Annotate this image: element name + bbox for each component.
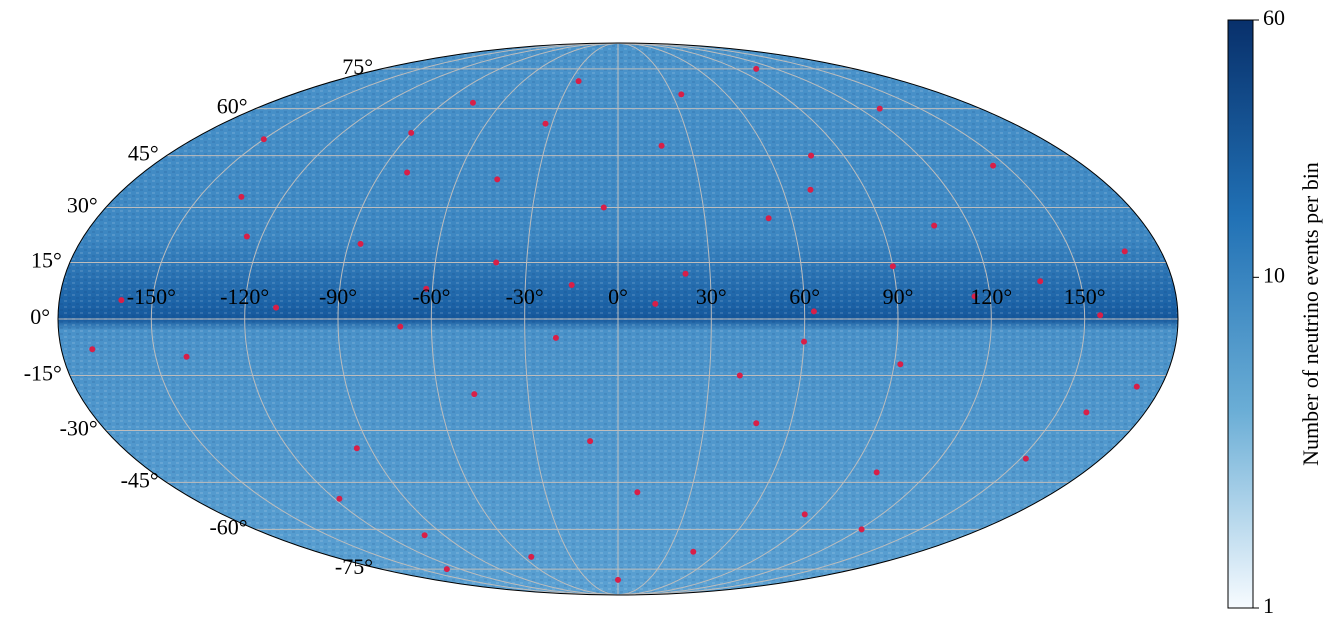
y-tick-label: 45° <box>128 141 159 166</box>
grid-line <box>337 43 619 595</box>
event-point <box>931 222 938 229</box>
map-border <box>57 42 1179 596</box>
event-point <box>568 282 575 289</box>
y-tick-label: 75° <box>342 54 373 79</box>
colorbar-tick-label: 60 <box>1263 5 1285 30</box>
event-point <box>889 263 896 270</box>
x-tick-label: 0° <box>608 284 628 309</box>
grid-line <box>617 43 1086 595</box>
y-tick-label: 60° <box>217 94 248 119</box>
event-point <box>801 338 808 345</box>
event-point <box>810 308 817 315</box>
event-point <box>1121 248 1128 255</box>
event-point <box>658 142 665 149</box>
event-point <box>1097 312 1104 319</box>
event-point <box>336 495 343 502</box>
event-point <box>990 162 997 169</box>
event-point <box>357 240 364 247</box>
grid-line <box>244 43 619 595</box>
y-tick-label: -15° <box>24 361 62 386</box>
event-point <box>897 361 904 368</box>
event-point <box>260 136 267 143</box>
y-tick-label: -75° <box>335 554 373 579</box>
event-point <box>238 193 245 200</box>
event-point <box>873 469 880 476</box>
event-point <box>682 270 689 277</box>
event-point <box>690 548 697 555</box>
x-tick-label: 150° <box>1064 284 1106 309</box>
event-point <box>634 489 641 496</box>
event-point <box>528 553 535 560</box>
y-tick-label: -45° <box>121 467 159 492</box>
event-point <box>765 215 772 222</box>
event-point <box>753 65 760 72</box>
y-tick-label: -60° <box>209 514 247 539</box>
event-point <box>600 204 607 211</box>
event-point <box>397 323 404 330</box>
x-tick-label: 120° <box>970 284 1012 309</box>
grid-line <box>430 43 619 595</box>
event-point <box>736 372 743 379</box>
grid-line <box>617 43 899 595</box>
colorbar-tick-label: 1 <box>1263 593 1274 618</box>
event-point <box>183 353 190 360</box>
event-point <box>1037 278 1044 285</box>
x-tick-label: -30° <box>506 284 544 309</box>
y-tick-label: -30° <box>60 416 98 441</box>
grid-line <box>617 43 712 595</box>
event-point <box>443 566 450 573</box>
grid-line <box>617 43 806 595</box>
event-point <box>801 511 808 518</box>
event-point <box>678 91 685 98</box>
event-point <box>808 152 815 159</box>
event-point <box>494 176 501 183</box>
event-point <box>243 233 250 240</box>
event-point <box>273 304 280 311</box>
x-tick-label: 60° <box>789 284 820 309</box>
event-point <box>1133 383 1140 390</box>
event-point <box>858 526 865 533</box>
event-point <box>876 105 883 112</box>
y-tick-label: 0° <box>30 304 50 329</box>
x-tick-label: -150° <box>127 284 176 309</box>
x-tick-label: -60° <box>412 284 450 309</box>
event-point <box>89 346 96 353</box>
event-point <box>552 334 559 341</box>
event-point <box>469 99 476 106</box>
event-point <box>542 120 549 127</box>
event-point <box>652 300 659 307</box>
event-point <box>421 532 428 539</box>
x-tick-label: 90° <box>883 284 914 309</box>
event-point <box>423 285 430 292</box>
event-point <box>353 445 360 452</box>
x-tick-label: -90° <box>319 284 357 309</box>
event-point <box>753 420 760 427</box>
event-point <box>471 391 478 398</box>
event-point <box>493 259 500 266</box>
event-point <box>587 438 594 445</box>
colorbar-label: Number of neutrino events per bin <box>1298 162 1323 466</box>
grid-line <box>150 43 619 595</box>
colorbar-tick-label: 10 <box>1263 262 1285 287</box>
event-point <box>118 297 125 304</box>
colorbar <box>1227 19 1254 609</box>
event-point <box>1022 455 1029 462</box>
y-tick-label: 30° <box>67 193 98 218</box>
event-point <box>807 186 814 193</box>
event-point <box>1083 409 1090 416</box>
event-point <box>575 78 582 85</box>
x-tick-label: 30° <box>696 284 727 309</box>
sky-map <box>58 43 1178 595</box>
grid-line <box>524 43 619 595</box>
event-point <box>404 169 411 176</box>
event-point <box>615 576 621 583</box>
event-point <box>971 293 978 300</box>
event-point <box>408 129 415 136</box>
x-tick-label: -120° <box>220 284 269 309</box>
y-tick-label: 15° <box>31 248 62 273</box>
